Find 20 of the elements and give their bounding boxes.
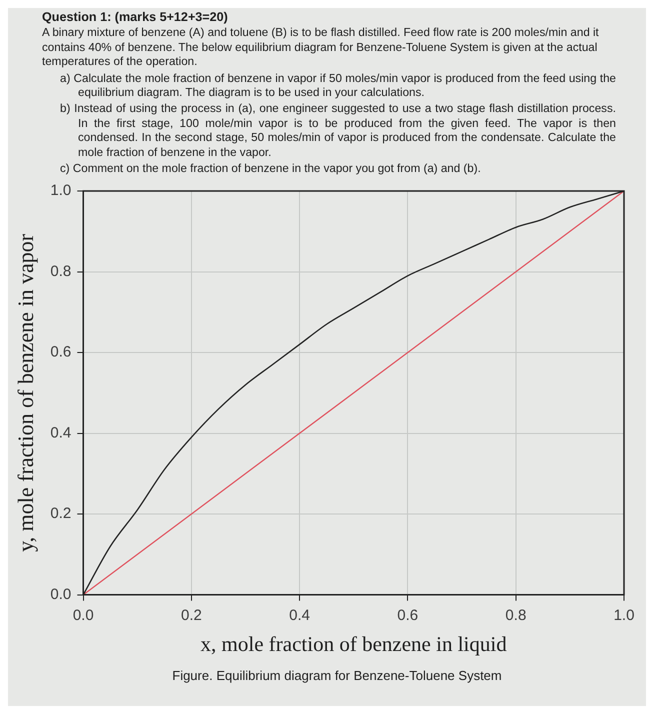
chart-subtitle: A binary mixture of benzene (A) and toluene (B) is to be flash distilled. Feed flow rate is 200 moles/min and it contains 40% of benzene. The below equilibrium diagram for Benzene-Toluene System is given at the actual temperatures of the operation. bbox=[42, 26, 600, 70]
x-tick-label: 0.0 bbox=[72, 607, 94, 624]
y-tick-label: 0.8 bbox=[50, 263, 72, 280]
text: c) Comment on the mole fraction of benzene in the vapor you got from (a) and (b). bbox=[59, 162, 482, 176]
y-tick-label: 0.0 bbox=[50, 586, 72, 604]
y-tick-label: 0.6 bbox=[50, 344, 72, 362]
x-tick-label: 0.2 bbox=[180, 607, 202, 624]
x-tick-label: 1.0 bbox=[614, 607, 634, 624]
text: Figure. Equilibrium diagram for Benzene-Toluene System bbox=[171, 668, 503, 684]
y-tick-label: 0.2 bbox=[50, 506, 72, 523]
y-axis-title: y, mole fraction of benzene in vapor bbox=[12, 234, 38, 552]
chart-title: Question 1: (marks 5+12+3=20) bbox=[42, 10, 229, 24]
text: b) Instead of using the process in (a), one engineer suggested to use a two stage flash distillation process. In the first stage, 100 mole/min vapor is to be produced from the given feed. The vapor is then condensed. In the second stage, 50 moles/min of vapor is produced from the condensate. Calculate the mole fraction of benzene in the vapor. bbox=[59, 102, 616, 160]
text: a) Calculate the mole fraction of benzene in vapor if 50 moles/min vapor is produced from the feed using the equilibrium diagram. The diagram is to be used in your calculations. bbox=[59, 72, 616, 100]
y-tick-label: 0.4 bbox=[50, 424, 72, 442]
x-tick-label: 0.6 bbox=[397, 607, 418, 624]
y-tick-label: 1.0 bbox=[50, 182, 72, 200]
x-tick-label: 0.8 bbox=[505, 607, 526, 624]
x-axis-title: x, mole fraction of benzene in liquid bbox=[200, 632, 508, 656]
x-tick-label: 0.4 bbox=[289, 607, 310, 624]
